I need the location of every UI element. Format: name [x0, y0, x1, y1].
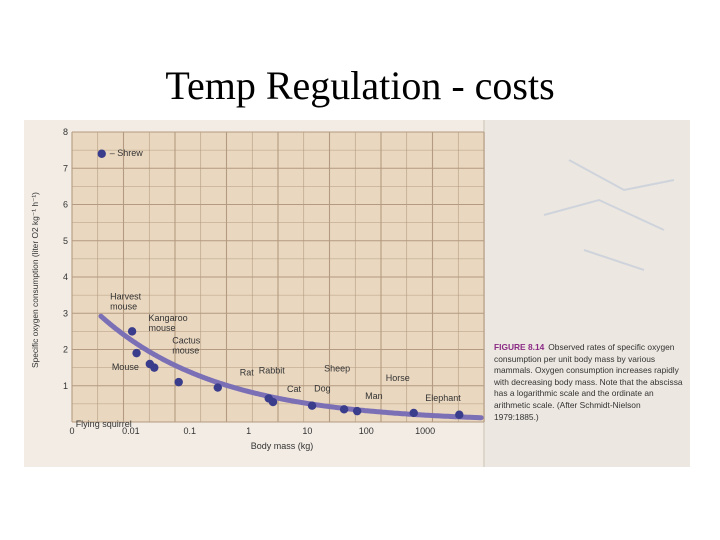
x-tick-label: 0: [69, 426, 74, 436]
data-point: [213, 383, 222, 392]
figure-caption-text: Observed rates of specific oxygen consum…: [494, 342, 683, 422]
point-label: Man: [365, 391, 383, 401]
oxygen-curve: [98, 313, 484, 421]
point-label: Rabbit: [259, 365, 286, 375]
y-tick-label: 3: [63, 308, 68, 318]
data-point: [352, 406, 362, 416]
y-tick-label: 8: [63, 127, 68, 137]
point-label: Harvest mouse: [110, 291, 142, 311]
y-tick-label: 4: [63, 272, 68, 282]
data-point: [127, 327, 137, 336]
data-point: [409, 408, 418, 418]
point-label: Cat: [287, 384, 302, 394]
point-label: Elephant: [425, 393, 461, 403]
x-tick-label: 1000: [415, 426, 435, 436]
data-point: [97, 149, 106, 158]
x-tick-label: 0.1: [183, 426, 196, 436]
x-tick-label: 0.01: [122, 426, 140, 436]
data-point: [150, 363, 159, 372]
x-axis-label: Body mass (kg): [251, 441, 314, 451]
y-axis-label: Specific oxygen consumption (liter O2 kg…: [30, 192, 40, 368]
y-tick-label: 7: [63, 163, 68, 173]
y-tick-label: 2: [63, 345, 68, 355]
data-point: [455, 410, 464, 419]
x-tick-label: 1: [246, 426, 251, 436]
point-label: Horse: [386, 373, 410, 383]
point-label: Sheep: [324, 363, 350, 373]
point-label: Cactus mouse: [172, 336, 201, 356]
y-tick-label: 1: [63, 381, 68, 391]
point-label: – Shrew: [110, 148, 144, 158]
point-label: Flying squirrel: [76, 419, 132, 429]
data-point: [268, 397, 278, 407]
y-tick-label: 6: [63, 200, 68, 210]
oxygen-consumption-chart: 1 2 3 4 5 6 7 8 0 0.01 0.1 1 10 100 1000 – Shrew Harve…: [30, 120, 690, 467]
point-label: Kangaroo mouse: [149, 313, 188, 333]
figure-number: FIGURE 8.14: [494, 342, 545, 352]
x-tick-label: 10: [302, 426, 312, 436]
data-point: [339, 405, 349, 414]
point-label: Mouse: [112, 362, 139, 372]
figure-photo: 1 2 3 4 5 6 7 8 0 0.01 0.1 1 10 100 1000 – Shrew Harve…: [24, 120, 690, 467]
data-point: [307, 401, 317, 410]
point-label: Dog: [314, 384, 331, 394]
data-point: [132, 348, 141, 358]
slide-title: Temp Regulation - costs: [165, 63, 555, 108]
figure-caption: FIGURE 8.14 Observed rates of specific ox…: [494, 342, 686, 423]
y-tick-label: 5: [63, 236, 68, 246]
x-tick-label: 100: [359, 426, 374, 436]
data-point: [174, 377, 183, 387]
point-label: Rat: [240, 368, 255, 378]
